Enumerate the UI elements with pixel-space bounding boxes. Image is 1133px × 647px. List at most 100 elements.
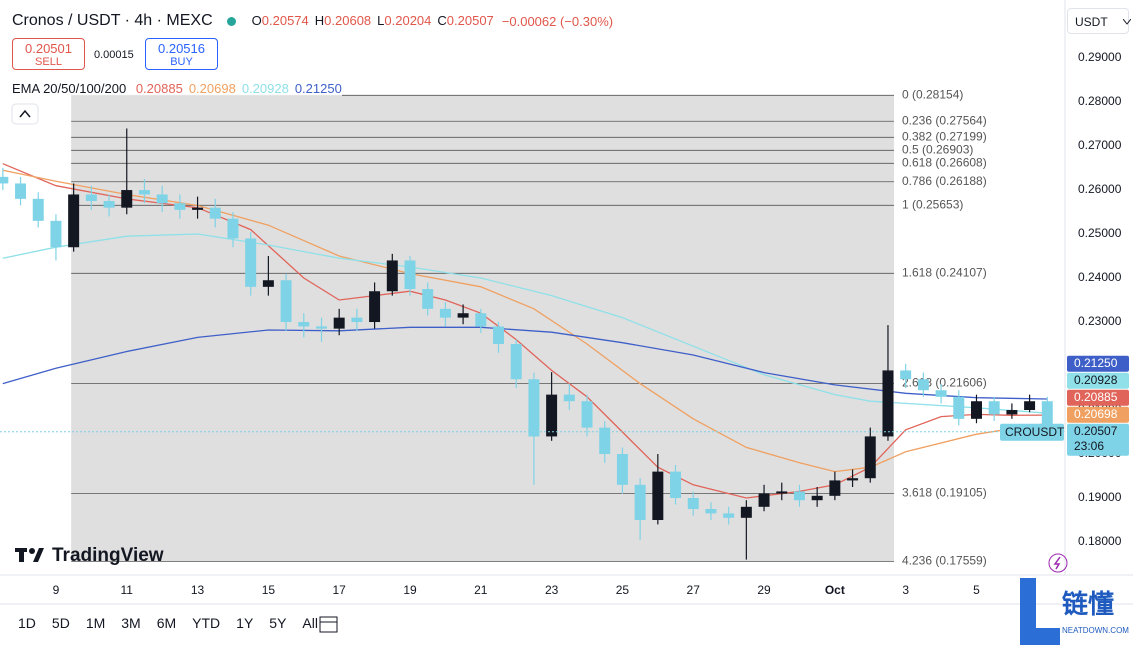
range-button[interactable]: 1M (85, 615, 106, 631)
candle-body (121, 190, 133, 208)
candle-body (811, 495, 823, 501)
currency-label: USDT (1075, 15, 1108, 29)
candle-body (457, 313, 469, 318)
candle-body (970, 401, 982, 419)
x-tick-label: 29 (757, 583, 771, 597)
candle-body (740, 506, 752, 518)
last-price-tag (1067, 423, 1129, 456)
fib-label: 0.618 (0.26608) (902, 155, 987, 169)
candle-body (634, 484, 646, 521)
candle-body (103, 201, 115, 208)
candle-body (776, 491, 788, 494)
range-button[interactable]: 5D (51, 615, 70, 631)
x-tick-label: 21 (474, 583, 488, 597)
collapse-button[interactable] (11, 103, 39, 125)
candle-body (793, 491, 805, 501)
change: −0.00062 (−0.30%) (501, 13, 614, 29)
range-button[interactable]: 3M (121, 615, 141, 631)
ohlc-key: O (251, 13, 262, 28)
spread: 0.00015 (94, 49, 134, 61)
candle-body (829, 480, 841, 496)
ema-line (2, 233, 1048, 414)
logo-text: TradingView (52, 545, 164, 566)
range-button[interactable]: 6M (156, 615, 177, 631)
candle-body (510, 344, 522, 380)
fib-label: 0.786 (0.26188) (902, 174, 987, 188)
candle-body (935, 390, 947, 397)
ohlc-value: 0.20608 (324, 13, 372, 28)
candle-body (546, 394, 558, 437)
candle-body (227, 218, 239, 239)
candle-body (85, 194, 97, 202)
candle-body (953, 396, 965, 419)
ohlc-key: C (437, 13, 447, 28)
candle-body (32, 198, 44, 221)
symbol-tag (1000, 423, 1064, 441)
currency-select[interactable]: USDT (1067, 8, 1132, 34)
range-button[interactable]: 1D (18, 615, 36, 631)
sell-label: SELL (35, 56, 62, 68)
x-tick-label: 23 (545, 583, 559, 597)
candle-body (369, 291, 381, 323)
x-tick-label: 27 (687, 583, 701, 597)
price-tag (1067, 389, 1129, 406)
range-button[interactable]: YTD (192, 615, 221, 631)
candle-body (705, 509, 717, 514)
candle-body (882, 370, 894, 437)
candle-body (262, 280, 274, 287)
ema-title[interactable]: EMA 20/50/100/200 (12, 81, 127, 96)
logo-shape (29, 548, 35, 554)
status-dot (226, 16, 236, 26)
x-tick-label: 17 (333, 583, 347, 597)
candle-body (386, 260, 398, 292)
alert-icon-bolt (1053, 556, 1061, 570)
y-tick-label: 0.24000 (1078, 270, 1122, 284)
y-tick-label: 0.26000 (1078, 182, 1122, 196)
price-tag-label: 0.21250 (1074, 356, 1118, 370)
candle-body (581, 401, 593, 428)
candle-body (670, 471, 682, 499)
watermark-url: NEATDOWN.COM (1062, 626, 1129, 635)
candle-body (1024, 401, 1036, 411)
candle-body (917, 379, 929, 391)
fib-label: 0.382 (0.27199) (902, 129, 987, 143)
y-tick-label: 0.25000 (1078, 226, 1122, 240)
sell-button[interactable]: 0.20501 SELL (12, 38, 85, 70)
range-button[interactable]: 1Y (236, 615, 254, 631)
candle-body (439, 308, 451, 318)
symbol-title[interactable]: Cronos / USDT · 4h · MEXC (12, 12, 213, 29)
range-button[interactable]: 5Y (269, 615, 287, 631)
price-tag (1067, 372, 1129, 389)
buy-button[interactable]: 0.20516 BUY (145, 38, 218, 70)
candle-body (50, 220, 62, 248)
candle-body (599, 427, 611, 455)
candle-body (280, 280, 292, 323)
x-tick-label: 15 (262, 583, 276, 597)
x-tick-label: 11 (121, 583, 134, 597)
candle-body (156, 194, 168, 204)
alert-icon[interactable] (1048, 553, 1068, 573)
tradingview-logo: TradingView (15, 545, 164, 566)
last-price-label: 0.20507 (1074, 424, 1118, 438)
candle-body (298, 322, 310, 327)
calendar-icon[interactable] (319, 616, 338, 633)
candle-body (900, 370, 912, 380)
price-axis-background (1065, 0, 1133, 575)
x-tick-label: 3 (902, 583, 909, 597)
fib-area (71, 95, 894, 562)
watermark: 链懂 NEATDOWN.COM (1020, 578, 1129, 645)
fib-label: 1 (0.25653) (902, 197, 963, 211)
candle-body (528, 379, 540, 437)
range-button[interactable]: All (302, 615, 318, 631)
fib-label: 0.236 (0.27564) (902, 113, 987, 127)
price-tag-label: 0.20698 (1074, 407, 1118, 421)
fib-label: 4.236 (0.17559) (902, 554, 987, 568)
price-tag (1067, 355, 1129, 372)
ema-legend: EMA 20/50/100/200 0.20885 0.20698 0.20928 0… (12, 81, 342, 96)
candle-body (493, 326, 504, 345)
ohlc-value: 0.20574 (261, 13, 309, 28)
x-tick-label: 13 (191, 583, 205, 597)
collapse-icon (19, 109, 31, 118)
